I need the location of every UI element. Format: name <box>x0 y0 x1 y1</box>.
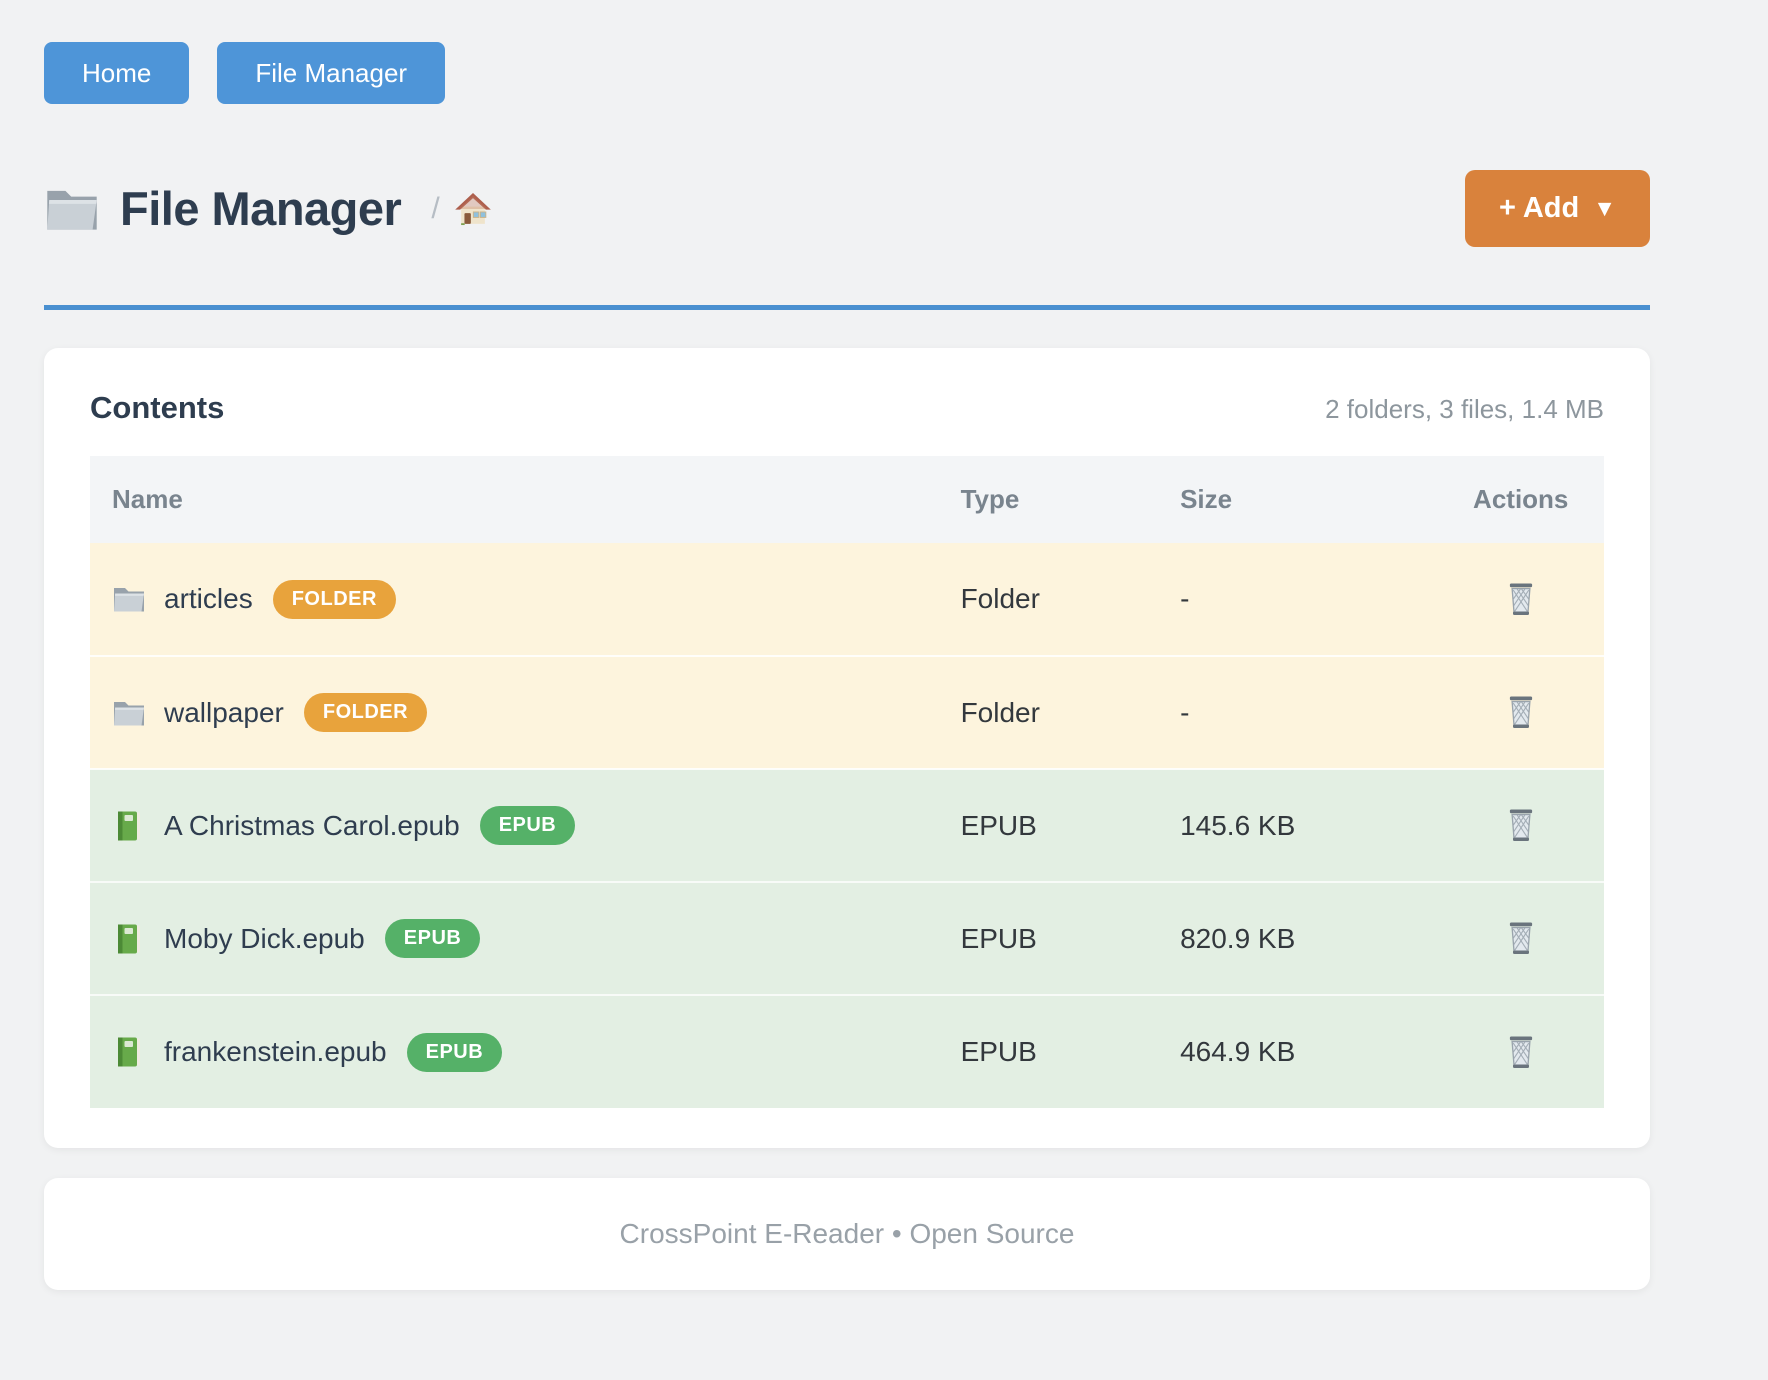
item-size: - <box>1180 583 1190 614</box>
footer-text: CrossPoint E-Reader • Open Source <box>619 1218 1075 1249</box>
epub-badge: EPUB <box>479 806 576 845</box>
book-icon <box>112 923 146 955</box>
delete-button[interactable] <box>1499 688 1543 736</box>
column-header-actions: Actions <box>1437 456 1604 543</box>
top-nav: Home File Manager <box>44 42 1650 104</box>
contents-title: Contents <box>90 390 225 425</box>
folder-badge: FOLDER <box>303 693 428 732</box>
trash-icon <box>1503 805 1539 845</box>
contents-card: Contents 2 folders, 3 files, 1.4 MB Name… <box>44 348 1650 1148</box>
table-row[interactable]: wallpaper FOLDER Folder - <box>90 656 1604 769</box>
item-size: 464.9 KB <box>1180 1036 1296 1067</box>
item-type: EPUB <box>960 1036 1037 1067</box>
caret-down-icon: ▼ <box>1593 195 1616 221</box>
nav-file-manager-button[interactable]: File Manager <box>217 42 446 104</box>
nav-home-button[interactable]: Home <box>44 42 190 104</box>
table-row[interactable]: articles FOLDER Folder - <box>90 543 1604 656</box>
delete-button[interactable] <box>1499 801 1543 849</box>
table-row[interactable]: frankenstein.epub EPUB EPUB 464.9 KB <box>90 995 1604 1108</box>
item-name: frankenstein.epub <box>164 1036 387 1067</box>
book-icon <box>112 1036 146 1068</box>
file-table: Name Type Size Actions articles FOLDER F… <box>90 456 1604 1108</box>
epub-badge: EPUB <box>384 919 481 958</box>
delete-button[interactable] <box>1499 575 1543 623</box>
folder-badge: FOLDER <box>272 579 396 619</box>
item-size: 145.6 KB <box>1180 809 1296 841</box>
item-size: 820.9 KB <box>1180 922 1296 954</box>
epub-badge: EPUB <box>406 1032 503 1072</box>
item-size: - <box>1180 696 1190 728</box>
page: Home File Manager File Manager / + Add ▼… <box>44 0 1650 1290</box>
item-name: articles <box>164 583 253 614</box>
item-name: wallpaper <box>164 696 284 728</box>
breadcrumb: / <box>431 190 491 228</box>
item-name: Moby Dick.epub <box>164 922 365 954</box>
folder-icon <box>112 697 146 729</box>
folder-icon <box>44 184 100 234</box>
page-title: File Manager <box>120 182 402 235</box>
page-header: File Manager / + Add ▼ <box>44 170 1650 247</box>
trash-icon <box>1503 692 1539 732</box>
folder-icon <box>112 583 146 615</box>
trash-icon <box>1503 1032 1539 1072</box>
item-type: EPUB <box>960 809 1037 841</box>
add-button-label: + Add <box>1498 192 1580 224</box>
contents-summary: 2 folders, 3 files, 1.4 MB <box>1325 394 1604 424</box>
trash-icon <box>1503 579 1539 619</box>
item-name: A Christmas Carol.epub <box>164 809 460 841</box>
item-type: EPUB <box>960 922 1037 954</box>
footer: CrossPoint E-Reader • Open Source <box>44 1178 1650 1290</box>
house-icon[interactable] <box>454 190 492 228</box>
delete-button[interactable] <box>1499 914 1543 962</box>
breadcrumb-separator: / <box>431 191 440 225</box>
contents-card-header: Contents 2 folders, 3 files, 1.4 MB <box>90 390 1604 426</box>
add-button[interactable]: + Add ▼ <box>1464 170 1650 247</box>
item-type: Folder <box>960 583 1040 614</box>
table-header-row: Name Type Size Actions <box>90 456 1604 543</box>
column-header-size: Size <box>1180 456 1438 543</box>
book-icon <box>112 810 146 842</box>
column-header-name: Name <box>90 456 961 543</box>
header-divider <box>44 305 1650 310</box>
table-row[interactable]: Moby Dick.epub EPUB EPUB 820.9 KB <box>90 882 1604 995</box>
delete-button[interactable] <box>1499 1028 1543 1076</box>
title-group: File Manager / <box>44 181 492 236</box>
trash-icon <box>1503 918 1539 958</box>
table-row[interactable]: A Christmas Carol.epub EPUB EPUB 145.6 K… <box>90 769 1604 882</box>
column-header-type: Type <box>960 456 1181 543</box>
item-type: Folder <box>960 696 1040 728</box>
